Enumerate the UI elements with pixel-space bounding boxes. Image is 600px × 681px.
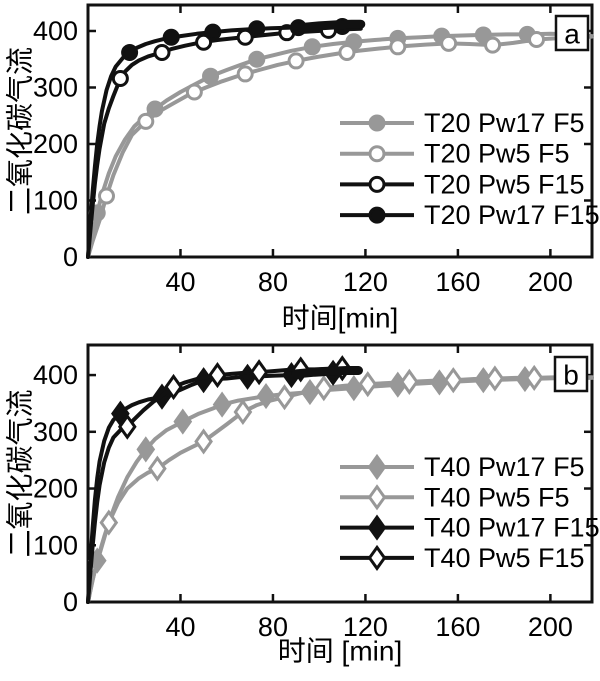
panel-label-box-b [553, 355, 589, 393]
x-tick-label: 120 [343, 612, 388, 642]
legend-solid-diamond-marker [367, 453, 387, 481]
y-tick-label: 200 [33, 474, 78, 504]
series-t20-pw5-f5-open-circle-marker [287, 52, 305, 70]
y-tick-label: 400 [33, 360, 78, 390]
series-line-overlap-artifact [291, 366, 363, 379]
legend-open-circle-marker [368, 145, 386, 163]
legend-open-diamond-marker [367, 484, 387, 511]
series-t40-pw5-f5-open-diamond-marker [314, 375, 334, 402]
series-t20-pw5-f15-open-circle-marker [195, 33, 213, 51]
x-tick-label: 80 [258, 612, 288, 642]
series-t40-pw5-f5-open-diamond-marker [485, 365, 505, 392]
legend-label: T40 Pw17 F15 [424, 513, 600, 543]
series-t40-pw5-f5-open-diamond-marker [400, 368, 419, 395]
series-t20-pw5-f5-open-circle-marker [484, 36, 502, 54]
series-t20-pw5-f5-open-circle-marker [185, 83, 203, 101]
legend-label: T20 Pw17 F15 [424, 200, 600, 230]
legend-open-circle-marker [368, 175, 386, 193]
series-t20-pw17-f15-solid-circle-marker [204, 23, 222, 41]
series-t40-pw5-f5-open-diamond-marker [194, 428, 213, 455]
series-t40-pw5-f15-open-diamond-marker [117, 413, 137, 440]
legend-solid-diamond-marker [367, 514, 387, 541]
y-tick-label: 0 [63, 587, 78, 617]
legend-label: T20 Pw17 F5 [424, 108, 585, 138]
legend-label: T40 Pw5 F15 [424, 543, 585, 573]
x-tick-label: 120 [343, 267, 388, 297]
series-t20-pw17-f5-solid-circle-marker [248, 50, 266, 68]
series-t20-pw17-f5-solid-circle-marker [202, 67, 220, 85]
legend-label: T40 Pw5 F5 [424, 482, 570, 512]
series-t40-pw5-f15-open-diamond-marker [164, 373, 183, 401]
panel-letter-b: b [563, 360, 579, 391]
series-t20-pw5-f15-open-circle-marker [111, 69, 129, 87]
x-tick-label: 160 [435, 612, 480, 642]
series-t40-pw17-f5-solid-diamond-marker [136, 436, 156, 463]
y-tick-label: 100 [33, 185, 78, 215]
series-t40-pw5-f5-open-diamond-marker [443, 367, 463, 394]
x-tick-label: 40 [165, 612, 195, 642]
series-t20-pw5-f5-open-circle-marker [389, 38, 407, 56]
series-t20-pw5-f5-open-circle-marker [137, 112, 155, 130]
x-tick-label: 200 [528, 267, 573, 297]
series-t40-pw17-f5-solid-diamond-marker [173, 408, 193, 435]
y-tick-label: 200 [33, 129, 78, 159]
series-t40-pw5-f5-open-diamond-marker [99, 509, 119, 536]
x-tick-label: 160 [435, 267, 480, 297]
legend-open-diamond-marker [367, 544, 387, 571]
y-axis-label-b: 二氧化碳气流 [5, 389, 36, 557]
x-axis-label-b: 时间 [min] [278, 636, 402, 667]
y-tick-label: 400 [33, 16, 78, 46]
series-t20-pw17-f15-solid-circle-marker [121, 43, 139, 61]
series-t20-pw17-f5-solid-circle-marker [474, 26, 492, 44]
series-t20-pw5-f5-open-circle-marker [440, 34, 458, 52]
x-tick-label: 40 [165, 267, 195, 297]
series-t40-pw5-f15-open-diamond-marker [208, 361, 227, 389]
series-t20-pw17-f15-solid-circle-marker [162, 28, 180, 46]
y-tick-label: 0 [63, 242, 78, 272]
x-tick-label: 200 [528, 612, 573, 642]
series-t40-pw5-f15-open-diamond-marker [249, 359, 269, 386]
series-line-t40-pw5-f5 [86, 375, 594, 604]
series-line-overlap-artifact [296, 19, 366, 33]
series-t40-pw5-f5-open-diamond-marker [358, 371, 378, 398]
y-tick-label: 300 [33, 72, 78, 102]
series-t20-pw5-f5-open-circle-marker [528, 30, 546, 48]
series-t40-pw5-f5-open-diamond-marker [524, 364, 544, 391]
x-axis-label-a: 时间[min] [282, 303, 399, 334]
series-t20-pw5-f15-open-circle-marker [153, 43, 171, 61]
legend-solid-circle-marker [368, 206, 386, 224]
legend-label: T20 Pw5 F15 [424, 169, 585, 199]
series-t20-pw17-f5-solid-circle-marker [303, 38, 321, 56]
series-t40-pw5-f5-open-diamond-marker [148, 455, 167, 482]
legend-solid-circle-marker [368, 114, 386, 132]
series-line-t20-pw17-f15 [86, 24, 363, 259]
x-tick-label: 80 [258, 267, 288, 297]
panel-label-box-a [554, 14, 590, 52]
series-t20-pw5-f5-open-circle-marker [97, 187, 115, 205]
series-t40-pw17-f5-solid-diamond-marker [212, 391, 232, 418]
legend-label: T40 Pw17 F5 [424, 452, 585, 482]
series-t40-pw5-f5-open-diamond-marker [233, 398, 253, 426]
series-t20-pw5-f5-open-circle-marker [236, 65, 254, 83]
y-axis-label-a: 二氧化碳气流 [5, 47, 36, 215]
series-t20-pw17-f15-solid-circle-marker [248, 20, 266, 38]
panel-letter-a: a [564, 19, 580, 50]
y-tick-label: 100 [33, 530, 78, 560]
legend-label: T20 Pw5 F5 [424, 139, 570, 169]
series-t20-pw5-f5-open-circle-marker [338, 43, 356, 61]
series-t40-pw5-f5-open-diamond-marker [275, 384, 294, 411]
y-tick-label: 300 [33, 417, 78, 447]
